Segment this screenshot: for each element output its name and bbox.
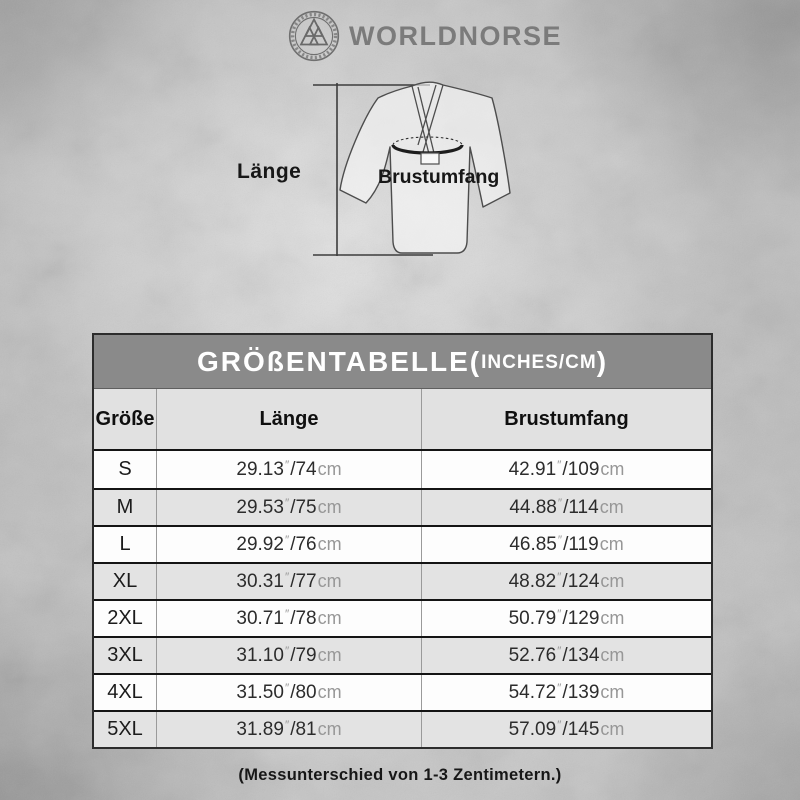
measurement-cell: 29.53 ″/75 cm bbox=[156, 490, 421, 525]
table-row: 2XL 30.71 ″/78 cm 50.79 ″/129 cm bbox=[94, 599, 711, 636]
brand-logo: WORLDNORSE bbox=[288, 10, 562, 62]
measurement-cell: 57.09 ″/145 cm bbox=[421, 712, 711, 747]
garment-drawing bbox=[313, 81, 511, 256]
measurement-cell: 31.89 ″/81 cm bbox=[156, 712, 421, 747]
size-cell: XL bbox=[112, 570, 138, 592]
measurement-cell: 30.71 ″/78 cm bbox=[156, 601, 421, 636]
measurement-cell: 31.50 ″/80 cm bbox=[156, 675, 421, 710]
table-row: XL 30.31 ″/77 cm 48.82 ″/124 cm bbox=[94, 562, 711, 599]
valknut-icon bbox=[288, 10, 340, 62]
measurement-cell: 44.88 ″/114 cm bbox=[421, 490, 711, 525]
footer-note: (Messunterschied von 1-3 Zentimetern.) bbox=[238, 766, 562, 784]
column-header-length: Länge bbox=[156, 389, 421, 449]
collar-lapels bbox=[411, 84, 444, 155]
measurement-cell: 29.13 ″/74 cm bbox=[156, 451, 421, 488]
table-row: M 29.53 ″/75 cm 44.88 ″/114 cm bbox=[94, 488, 711, 525]
table-title-main: GRÖßENTABELLE( bbox=[196, 345, 482, 377]
size-cell: M bbox=[116, 496, 134, 518]
table-row: 3XL 31.10 ″/79 cm 52.76 ″/134 cm bbox=[94, 636, 711, 673]
table-body: S 29.13 ″/74 cm 42.91 ″/109 cm M 29.53 ″/75 cm 44.8… bbox=[94, 451, 711, 747]
table-row: L 29.92 ″/76 cm 46.85 ″/119 cm bbox=[94, 525, 711, 562]
brand-name: WORLDNORSE bbox=[349, 20, 562, 51]
size-cell: 4XL bbox=[107, 681, 143, 703]
column-header-chest: Brustumfang bbox=[421, 389, 711, 449]
measurement-cell: 31.10 ″/79 cm bbox=[156, 638, 421, 673]
measurement-cell: 42.91 ″/109 cm bbox=[421, 451, 711, 488]
size-cell: 3XL bbox=[107, 644, 143, 666]
size-cell: S bbox=[118, 458, 132, 480]
table-title-close: ) bbox=[596, 345, 609, 377]
measurement-cell: 29.92 ″/76 cm bbox=[156, 527, 421, 562]
measurement-cell: 52.76 ″/134 cm bbox=[421, 638, 711, 673]
measurement-cell: 50.79 ″/129 cm bbox=[421, 601, 711, 636]
measurement-cell: 54.72 ″/139 cm bbox=[421, 675, 711, 710]
chest-ellipse-back bbox=[392, 136, 463, 146]
table-title: GRÖßENTABELLE(INCHES/CM) bbox=[94, 335, 711, 389]
measurement-cell: 46.85 ″/119 cm bbox=[421, 527, 711, 562]
size-cell: 2XL bbox=[107, 607, 143, 629]
size-table: GRÖßENTABELLE(INCHES/CM) Größe Länge Bru… bbox=[92, 333, 713, 749]
chest-label: Brustumfang bbox=[378, 166, 500, 188]
measurement-cell: 30.31 ″/77 cm bbox=[156, 564, 421, 599]
length-label: Länge bbox=[237, 160, 302, 183]
table-header: Größe Länge Brustumfang bbox=[94, 389, 711, 451]
table-title-units: INCHES/CM bbox=[481, 352, 597, 373]
robe-outline bbox=[339, 81, 511, 254]
column-header-size: Größe bbox=[95, 407, 155, 430]
measurement-cell: 48.82 ″/124 cm bbox=[421, 564, 711, 599]
size-cell: 5XL bbox=[107, 718, 143, 740]
table-row: 4XL 31.50 ″/80 cm 54.72 ″/139 cm bbox=[94, 673, 711, 710]
table-row: S 29.13 ″/74 cm 42.91 ″/109 cm bbox=[94, 451, 711, 488]
size-cell: L bbox=[119, 533, 131, 555]
table-row: 5XL 31.89 ″/81 cm 57.09 ″/145 cm bbox=[94, 710, 711, 747]
belt-knot bbox=[420, 152, 440, 165]
